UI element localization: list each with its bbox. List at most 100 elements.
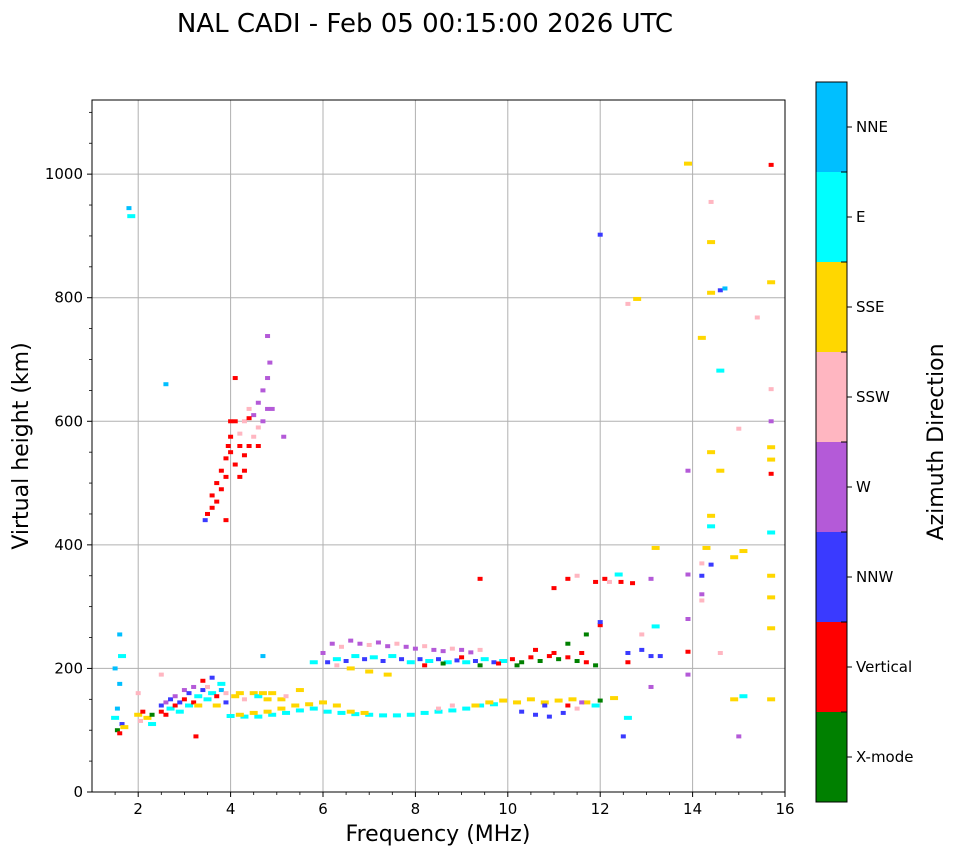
echo-point-sse: [263, 709, 272, 714]
y-tick-label: 0: [73, 783, 83, 801]
echo-point-e: [268, 712, 277, 717]
echo-point-nne: [126, 206, 132, 211]
echo-point-nnw: [699, 573, 705, 578]
echo-point-vertical: [214, 481, 220, 486]
echo-point-vertical: [193, 734, 199, 739]
colorbar-label-sse: SSE: [856, 298, 885, 316]
echo-point-nnw: [417, 657, 423, 662]
echo-point-sse: [383, 672, 392, 677]
echo-point-sse: [277, 706, 286, 711]
echo-point-w: [269, 406, 275, 411]
echo-point-vertical: [768, 162, 774, 167]
echo-point-nne: [114, 706, 120, 711]
echo-point-nnw: [168, 697, 174, 702]
echo-point-w: [440, 649, 446, 654]
echo-point-e: [623, 715, 632, 720]
echo-point-nne: [117, 681, 123, 686]
echo-point-vertical: [546, 654, 552, 659]
echo-point-e: [591, 703, 600, 708]
echo-point-vertical: [181, 697, 187, 702]
echo-point-nnw: [657, 654, 663, 659]
x-axis-label: Frequency (MHz): [346, 822, 531, 847]
echo-point-ssw: [251, 434, 257, 439]
echo-point-vertical: [625, 660, 631, 665]
echo-point-w: [685, 468, 691, 473]
echo-point-vertical: [237, 474, 243, 479]
echo-point-e: [392, 713, 401, 718]
echo-point-nnw: [362, 657, 368, 662]
x-tick-label: 8: [411, 800, 421, 818]
echo-point-sse: [730, 555, 739, 560]
echo-point-sse: [526, 697, 535, 702]
echo-point-sse: [707, 290, 716, 295]
echo-point-ssw: [334, 663, 340, 668]
echo-point-sse: [346, 666, 355, 671]
y-tick-label: 600: [54, 412, 83, 430]
echo-point-w: [579, 700, 585, 705]
echo-point-nnw: [380, 659, 386, 664]
x-tick-label: 6: [318, 800, 328, 818]
echo-point-vertical: [205, 511, 210, 516]
colorbar-segment-w: [816, 442, 847, 532]
echo-point-e: [739, 694, 748, 699]
echo-point-sse: [332, 703, 341, 708]
echo-point-w: [163, 700, 169, 705]
y-tick-label: 400: [54, 536, 83, 554]
echo-point-vertical: [237, 444, 243, 448]
colorbar-segment-sse: [816, 262, 847, 352]
x-tick-label: 2: [133, 800, 143, 818]
echo-point-e: [118, 654, 127, 659]
echo-point-nnw: [209, 675, 215, 680]
echo-point-sse: [707, 450, 716, 455]
echo-point-w: [251, 413, 257, 418]
echo-point-vertical: [223, 474, 229, 479]
echo-point-sse: [767, 445, 776, 450]
echo-point-nnw: [454, 658, 460, 663]
echo-point-e: [166, 706, 175, 711]
echo-point-sse: [319, 700, 327, 705]
echo-point-sse: [716, 468, 725, 473]
echo-point-sse: [212, 703, 221, 708]
x-tick-label: 4: [226, 800, 236, 818]
echo-point-sse: [582, 700, 591, 705]
echo-point-vertical: [565, 576, 571, 581]
echo-point-sse: [651, 545, 660, 550]
echo-point-w: [357, 641, 363, 646]
x-axis-ticks: 2 4 6 8 10 12 14 16: [114, 792, 795, 818]
echo-point-e: [379, 713, 388, 718]
echo-point-e: [406, 660, 415, 665]
echo-point-e: [309, 660, 318, 665]
echo-point-nnw: [223, 700, 229, 705]
echo-point-ssw: [574, 706, 580, 711]
x-tick-label: 12: [591, 800, 610, 818]
echo-point-e: [489, 702, 498, 707]
colorbar-segment-ssw: [816, 352, 847, 442]
echo-point-nnw: [708, 562, 714, 567]
colorbar-segment-vertical: [816, 622, 847, 712]
echo-point-w: [260, 419, 266, 424]
echo-point-ssw: [135, 691, 141, 696]
echo-point-w: [685, 617, 691, 621]
echo-point-vertical: [232, 376, 238, 381]
echo-point-e: [365, 712, 374, 717]
echo-point-vertical: [551, 586, 557, 591]
echo-point-e: [614, 572, 623, 577]
echo-point-x-mode: [597, 698, 603, 703]
echo-point-e: [388, 654, 397, 659]
echo-point-e: [185, 703, 194, 708]
echo-point-ssw: [625, 301, 631, 306]
echo-point-vertical: [228, 434, 234, 439]
echo-point-w: [329, 641, 335, 646]
echo-point-w: [191, 684, 197, 689]
colorbar-segment-nnw: [816, 532, 847, 622]
echo-point-sse: [633, 296, 642, 301]
echo-point-e: [226, 714, 235, 719]
echo-point-e: [332, 657, 341, 662]
echo-point-ssw: [768, 387, 774, 392]
echo-point-e: [254, 694, 263, 699]
echo-point-w: [403, 644, 409, 649]
echo-point-w: [265, 334, 271, 339]
echo-point-w: [768, 419, 774, 424]
echo-point-vertical: [232, 419, 238, 424]
echo-point-e: [309, 706, 318, 711]
